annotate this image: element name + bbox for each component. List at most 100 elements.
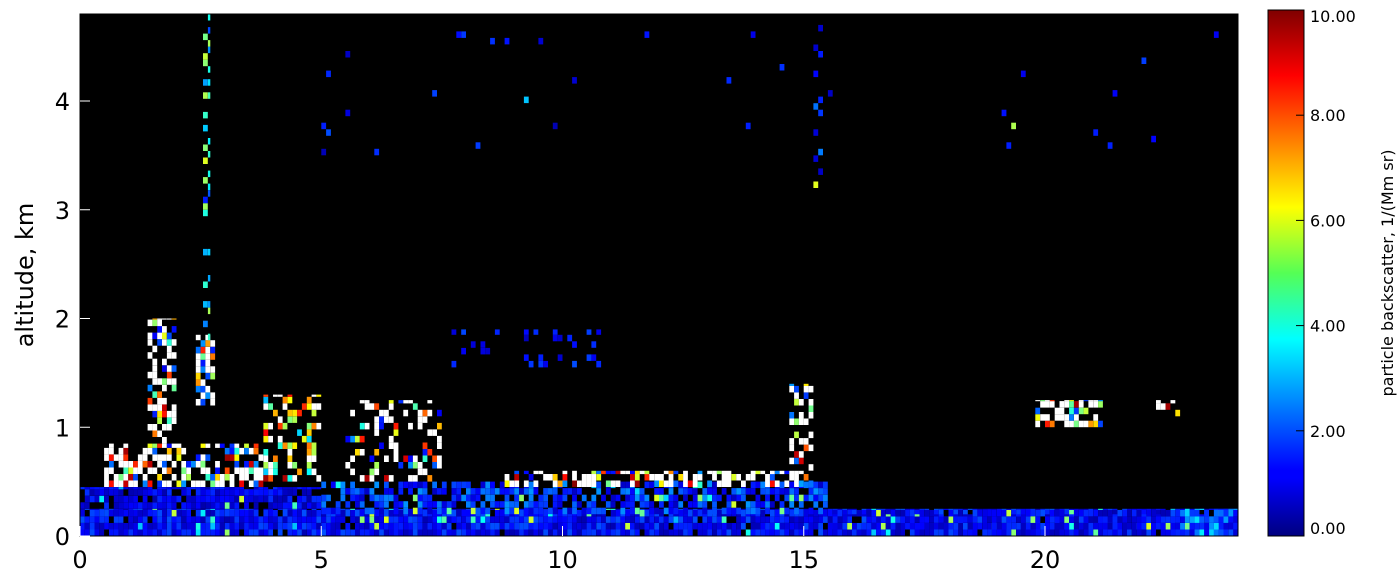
heatmap-cell bbox=[649, 474, 655, 481]
heatmap-cell bbox=[634, 474, 640, 481]
heatmap-cell bbox=[1069, 420, 1074, 428]
heatmap-cell bbox=[1102, 516, 1108, 523]
heatmap-cell bbox=[818, 481, 823, 489]
heatmap-cell bbox=[991, 529, 997, 536]
y-axis-label: altitude, km bbox=[11, 203, 39, 348]
heatmap-cell bbox=[504, 488, 510, 495]
heatmap-cell bbox=[736, 529, 741, 536]
heatmap-cell bbox=[774, 494, 780, 502]
heatmap-cell bbox=[625, 494, 630, 502]
heatmap-cell bbox=[113, 474, 119, 481]
heatmap-cell bbox=[186, 461, 191, 468]
heatmap-cell bbox=[528, 501, 534, 508]
heatmap-cell bbox=[162, 508, 167, 510]
heatmap-cell bbox=[712, 516, 717, 523]
heatmap-cell bbox=[798, 509, 804, 517]
heatmap-cell bbox=[1074, 401, 1079, 408]
heatmap-cell bbox=[533, 480, 539, 487]
heatmap-cell bbox=[157, 318, 162, 320]
heatmap-cell bbox=[326, 523, 331, 530]
heatmap-cell bbox=[89, 487, 95, 490]
heatmap-cell bbox=[1011, 529, 1016, 536]
heatmap-cell bbox=[162, 365, 167, 372]
heatmap-cell bbox=[263, 403, 269, 410]
heatmap-cell bbox=[948, 509, 954, 517]
heatmap-cell bbox=[273, 495, 278, 503]
heatmap-cell bbox=[1204, 529, 1209, 536]
heatmap-cell bbox=[1117, 523, 1123, 530]
heatmap-cell bbox=[504, 37, 510, 45]
heatmap-cell bbox=[567, 507, 573, 515]
heatmap-cell bbox=[282, 396, 288, 404]
heatmap-cell bbox=[1160, 529, 1166, 536]
heatmap-cell bbox=[1189, 516, 1195, 523]
x-axis: 0 5 10 15 20 bbox=[72, 526, 1060, 574]
heatmap-cell bbox=[842, 523, 848, 530]
heatmap-cell bbox=[659, 523, 664, 530]
heatmap-cell bbox=[1127, 523, 1132, 530]
heatmap-cell bbox=[311, 449, 317, 456]
heatmap-cell bbox=[437, 507, 442, 515]
heatmap-cell bbox=[142, 454, 148, 461]
heatmap-cell bbox=[485, 523, 491, 530]
heatmap-cell bbox=[523, 480, 529, 487]
heatmap-cell bbox=[837, 516, 843, 523]
heatmap-cell bbox=[359, 509, 365, 517]
heatmap-cell bbox=[422, 501, 428, 508]
heatmap-cell bbox=[162, 318, 167, 320]
heatmap-cell bbox=[750, 474, 756, 481]
heatmap-cell bbox=[572, 501, 577, 508]
heatmap-cell bbox=[557, 516, 563, 523]
heatmap-cell bbox=[282, 487, 288, 490]
heatmap-cell bbox=[750, 501, 756, 508]
heatmap-cell bbox=[432, 481, 437, 489]
heatmap-cell bbox=[774, 529, 780, 536]
heatmap-cell bbox=[1141, 514, 1147, 517]
heatmap-cell bbox=[750, 31, 756, 38]
heatmap-cell bbox=[1083, 420, 1089, 428]
heatmap-cell bbox=[866, 529, 872, 536]
heatmap-cell bbox=[832, 508, 838, 510]
heatmap-cell bbox=[301, 516, 307, 523]
heatmap-cell bbox=[446, 516, 452, 523]
heatmap-cell bbox=[311, 523, 317, 530]
heatmap-cell bbox=[224, 487, 230, 490]
heatmap-cell bbox=[94, 523, 100, 530]
heatmap-cell bbox=[1218, 516, 1224, 523]
heatmap-cell bbox=[1064, 516, 1070, 523]
heatmap-cell bbox=[726, 523, 732, 530]
heatmap-cell bbox=[384, 455, 389, 462]
heatmap-cell bbox=[147, 332, 153, 340]
heatmap-cell bbox=[827, 509, 833, 517]
heatmap-cell bbox=[393, 455, 399, 462]
heatmap-cell bbox=[398, 508, 404, 510]
heatmap-cell bbox=[514, 523, 519, 530]
heatmap-cell bbox=[388, 488, 394, 495]
heatmap-cell bbox=[1199, 514, 1205, 517]
heatmap-cell bbox=[118, 509, 124, 517]
heatmap-cell bbox=[760, 529, 766, 536]
heatmap-cell bbox=[914, 529, 920, 536]
heatmap-cell bbox=[475, 507, 481, 515]
heatmap-cell bbox=[683, 488, 688, 495]
heatmap-cell bbox=[113, 523, 119, 530]
heatmap-cell bbox=[133, 474, 138, 481]
heatmap-cell bbox=[856, 509, 862, 517]
heatmap-cell bbox=[321, 516, 326, 523]
heatmap-cell bbox=[215, 523, 220, 530]
heatmap-cell bbox=[586, 354, 592, 361]
heatmap-cell bbox=[567, 529, 573, 536]
heatmap-cell bbox=[207, 170, 211, 178]
heatmap-cell bbox=[200, 353, 206, 360]
heatmap-cell bbox=[1045, 529, 1050, 536]
heatmap-cell bbox=[789, 529, 795, 536]
heatmap-cell bbox=[890, 523, 896, 530]
heatmap-cell bbox=[268, 422, 273, 430]
heatmap-cell bbox=[707, 480, 712, 487]
heatmap-cell bbox=[823, 508, 828, 510]
heatmap-cell bbox=[205, 489, 211, 496]
heatmap-cell bbox=[514, 507, 519, 515]
heatmap-cell bbox=[948, 523, 954, 530]
heatmap-cell bbox=[982, 529, 988, 536]
heatmap-cell bbox=[610, 508, 616, 510]
